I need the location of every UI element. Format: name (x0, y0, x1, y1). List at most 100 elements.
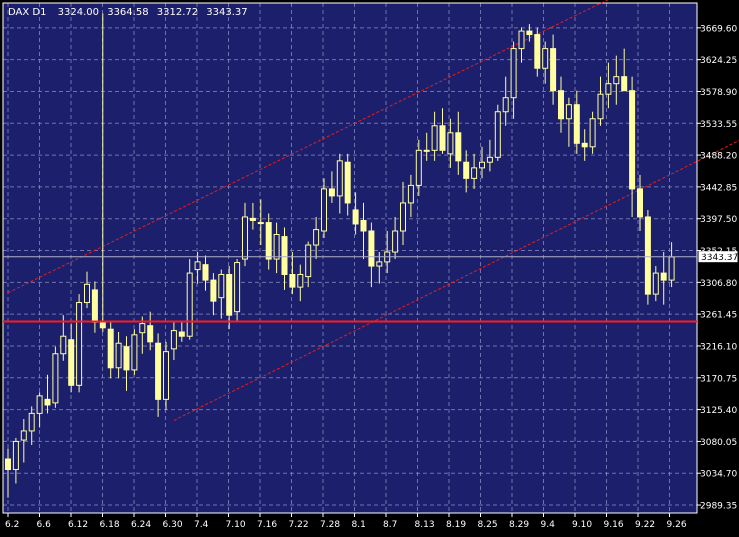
candle-body-up (542, 48, 549, 69)
y-tick-label: 3624.25 (700, 56, 737, 66)
candle-body-up (305, 244, 312, 278)
candle-body-up (447, 132, 454, 155)
header-close: 3343.37 (206, 7, 247, 18)
candle-body-down (352, 209, 359, 225)
candle-body-up (139, 323, 146, 334)
y-tick-label: 3306.80 (700, 279, 737, 289)
candle-body-down (265, 222, 272, 260)
candle-body-up (257, 222, 264, 225)
header-open: 3324.00 (58, 7, 99, 18)
candle-body-down (147, 325, 154, 343)
current-price-box (697, 250, 739, 264)
x-tick-label: 9.4 (541, 520, 556, 530)
candle-body-down (660, 272, 667, 281)
candle-body-up (479, 161, 485, 169)
x-tick-label: 6.30 (163, 520, 183, 530)
chart-header: DAX D1 3324.00 3364.58 3312.72 3343.37 (8, 7, 248, 18)
candle-body-up (313, 229, 320, 246)
candle-body-down (550, 48, 557, 92)
candle-body-down (629, 90, 636, 190)
candle-body-up (163, 351, 169, 400)
x-tick-label: 9.26 (667, 520, 687, 530)
x-tick-label: 6.18 (100, 520, 120, 530)
header-symbol: DAX D1 (8, 7, 46, 18)
candle-body-down (463, 161, 470, 179)
candle-body-up (652, 272, 659, 295)
candle-body-up (273, 233, 280, 260)
candle-body-down (249, 217, 256, 221)
y-tick-label: 3669.60 (700, 24, 737, 34)
candle-body-down (44, 398, 51, 406)
candle-body-down (644, 216, 651, 295)
candle-body-up (502, 97, 509, 113)
x-tick-label: 9.22 (635, 520, 655, 530)
trend-channel (7, 0, 739, 421)
y-tick-label: 3080.05 (700, 438, 737, 448)
candle-body-down (91, 289, 98, 323)
candle-body-down (328, 188, 335, 197)
x-tick-label: 8.25 (478, 520, 498, 530)
candle-body-down (210, 279, 217, 302)
candle-body-up (76, 302, 83, 386)
x-tick-label: 7.16 (257, 520, 277, 530)
candle-body-up (400, 202, 406, 232)
y-tick-label: 3034.70 (700, 470, 737, 480)
candle-body-up (321, 188, 327, 232)
candle-body-up (194, 261, 201, 271)
candle-body-up (12, 440, 19, 471)
y-tick-label: 3216.10 (700, 342, 737, 352)
candle-body-up (423, 149, 430, 152)
header-high: 3364.58 (107, 7, 148, 18)
candle-body-down (360, 219, 367, 232)
x-tick-label: 8.7 (383, 520, 397, 530)
candle-body-up (52, 353, 59, 404)
x-tick-label: 6.12 (68, 520, 88, 530)
y-tick-label: 3170.75 (700, 374, 737, 384)
candle-body-up (431, 125, 438, 151)
y-tick-label: 3261.45 (700, 311, 737, 321)
levels: 3343.37 (3, 250, 739, 323)
candle-body-down (581, 142, 588, 148)
candle-body-up (234, 262, 241, 313)
x-tick-label: 8.19 (446, 520, 466, 530)
candle-body-down (621, 76, 628, 92)
x-tick-label: 8.1 (352, 520, 366, 530)
x-tick-label: 9.10 (572, 520, 592, 530)
candle-body-up (170, 330, 177, 350)
candle-body-down (155, 342, 162, 400)
x-axis: 6.2 6.6 6.12 6.18 6.24 6.30 7.4 7.10 7.16 7.22 7.2… (5, 513, 687, 530)
plot-frame (2, 2, 698, 514)
candle-body-down (368, 230, 375, 267)
candle-body-up (392, 230, 399, 253)
candle-body-up (186, 272, 193, 337)
y-tick-label: 3488.20 (700, 152, 737, 162)
candle-body-up (60, 335, 67, 355)
candle-body-down (455, 132, 462, 162)
candle-body-down (344, 161, 351, 204)
current-price-label: 3343.37 (701, 253, 738, 263)
x-tick-label: 7.10 (226, 520, 246, 530)
candle-body-up (131, 334, 138, 371)
candle-body-up (668, 256, 675, 281)
candle-body-up (471, 167, 478, 179)
x-tick-label: 6.2 (5, 520, 19, 530)
candle-body-up (20, 430, 27, 441)
plot-area (3, 3, 697, 513)
x-tick-label: 8.13 (415, 520, 435, 530)
candle-body-down (289, 273, 296, 288)
candle-body-down (68, 339, 75, 386)
candle-body-up (218, 273, 225, 299)
candle-body-down (637, 188, 643, 218)
candle-body-up (407, 184, 414, 204)
candle-body-down (107, 328, 114, 369)
candle-body-up (28, 412, 35, 432)
candle-body-down (558, 90, 564, 120)
candle-body-down (226, 273, 233, 316)
candle-body-up (518, 30, 525, 50)
candle-body-up (36, 395, 43, 414)
y-tick-label: 2989.35 (700, 502, 737, 512)
y-tick-label: 3397.50 (700, 215, 737, 225)
candle-body-down (534, 34, 541, 69)
header-low: 3312.72 (157, 7, 198, 18)
candle-body-down (99, 321, 106, 329)
